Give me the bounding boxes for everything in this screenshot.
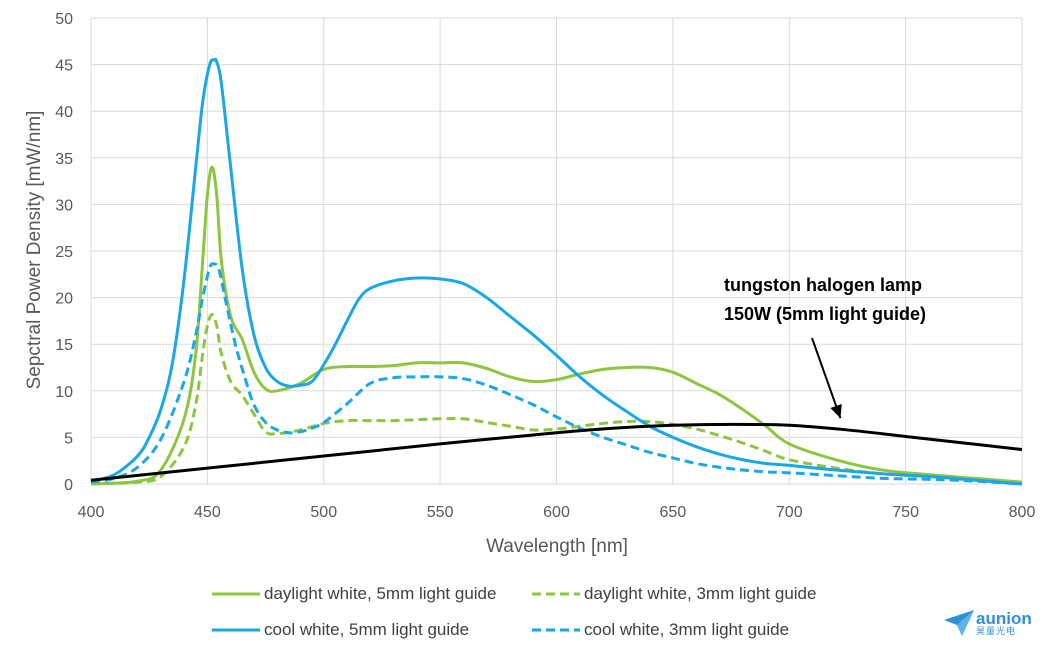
- annotation: tungston halogen lamp 150W (5mm light gu…: [724, 275, 926, 419]
- y-tick-label: 50: [55, 11, 73, 28]
- logo-text: aunion: [976, 609, 1032, 628]
- legend-item-daylight-3mm: daylight white, 3mm light guide: [532, 584, 816, 604]
- series-lines: [90, 57, 1023, 486]
- x-tick-label: 800: [1009, 504, 1036, 521]
- y-tick-label: 10: [55, 384, 73, 401]
- legend-label: cool white, 3mm light guide: [584, 620, 790, 639]
- x-tick-label: 400: [78, 504, 105, 521]
- grid-lines: [90, 17, 1023, 485]
- aunion-logo: aunion 昊量光电: [944, 610, 1032, 636]
- series-line-0: [90, 165, 1023, 486]
- y-tick-label: 40: [55, 104, 73, 121]
- legend-label: daylight white, 5mm light guide: [264, 584, 497, 603]
- y-axis-title: Sepctral Power Density [mW/nm]: [24, 111, 45, 390]
- annotation-line-1: tungston halogen lamp: [724, 275, 922, 295]
- x-tick-label: 450: [194, 504, 221, 521]
- x-tick-label: 750: [892, 504, 919, 521]
- annotation-line-2: 150W (5mm light guide): [724, 304, 926, 324]
- paper-plane-icon: [944, 610, 974, 636]
- y-tick-label: 25: [55, 244, 73, 261]
- y-tick-label: 45: [55, 58, 73, 75]
- series-line-2: [90, 57, 1023, 486]
- x-tick-label: 600: [543, 504, 570, 521]
- y-tick-label: 0: [64, 477, 73, 494]
- legend-item-daylight-5mm: daylight white, 5mm light guide: [212, 584, 496, 604]
- x-tick-label: 650: [660, 504, 687, 521]
- series-line-1: [90, 312, 1023, 486]
- legend-label: daylight white, 3mm light guide: [584, 584, 817, 603]
- legend-swatch-cool-3mm: [532, 628, 580, 632]
- y-tick-label: 5: [64, 430, 73, 447]
- legend-swatch-daylight-3mm: [532, 592, 580, 596]
- y-tick-label: 20: [55, 291, 73, 308]
- y-tick-label: 30: [55, 197, 73, 214]
- x-axis-title: Wavelength [nm]: [486, 536, 628, 557]
- legend-swatch-daylight-5mm: [212, 592, 260, 596]
- x-tick-label: 550: [427, 504, 454, 521]
- y-tick-label: 15: [55, 337, 73, 354]
- series-line-4: [90, 422, 1023, 482]
- axes: 0 5 10 15 20 25 30 35 40 45 50 400 450 500 550 600 650 70…: [55, 11, 1035, 521]
- annotation-arrow-head: [830, 403, 842, 419]
- y-tick-label: 35: [55, 151, 73, 168]
- legend-swatch-cool-5mm: [212, 628, 260, 632]
- x-tick-label: 500: [310, 504, 337, 521]
- x-tick-label: 700: [776, 504, 803, 521]
- series-line-3: [90, 262, 1023, 486]
- annotation-arrow-line: [811, 337, 842, 419]
- legend-item-cool-5mm: cool white, 5mm light guide: [212, 620, 469, 640]
- legend-label: cool white, 5mm light guide: [264, 620, 470, 639]
- logo-subtext: 昊量光电: [976, 626, 1017, 636]
- legend-item-cool-3mm: cool white, 3mm light guide: [532, 620, 789, 640]
